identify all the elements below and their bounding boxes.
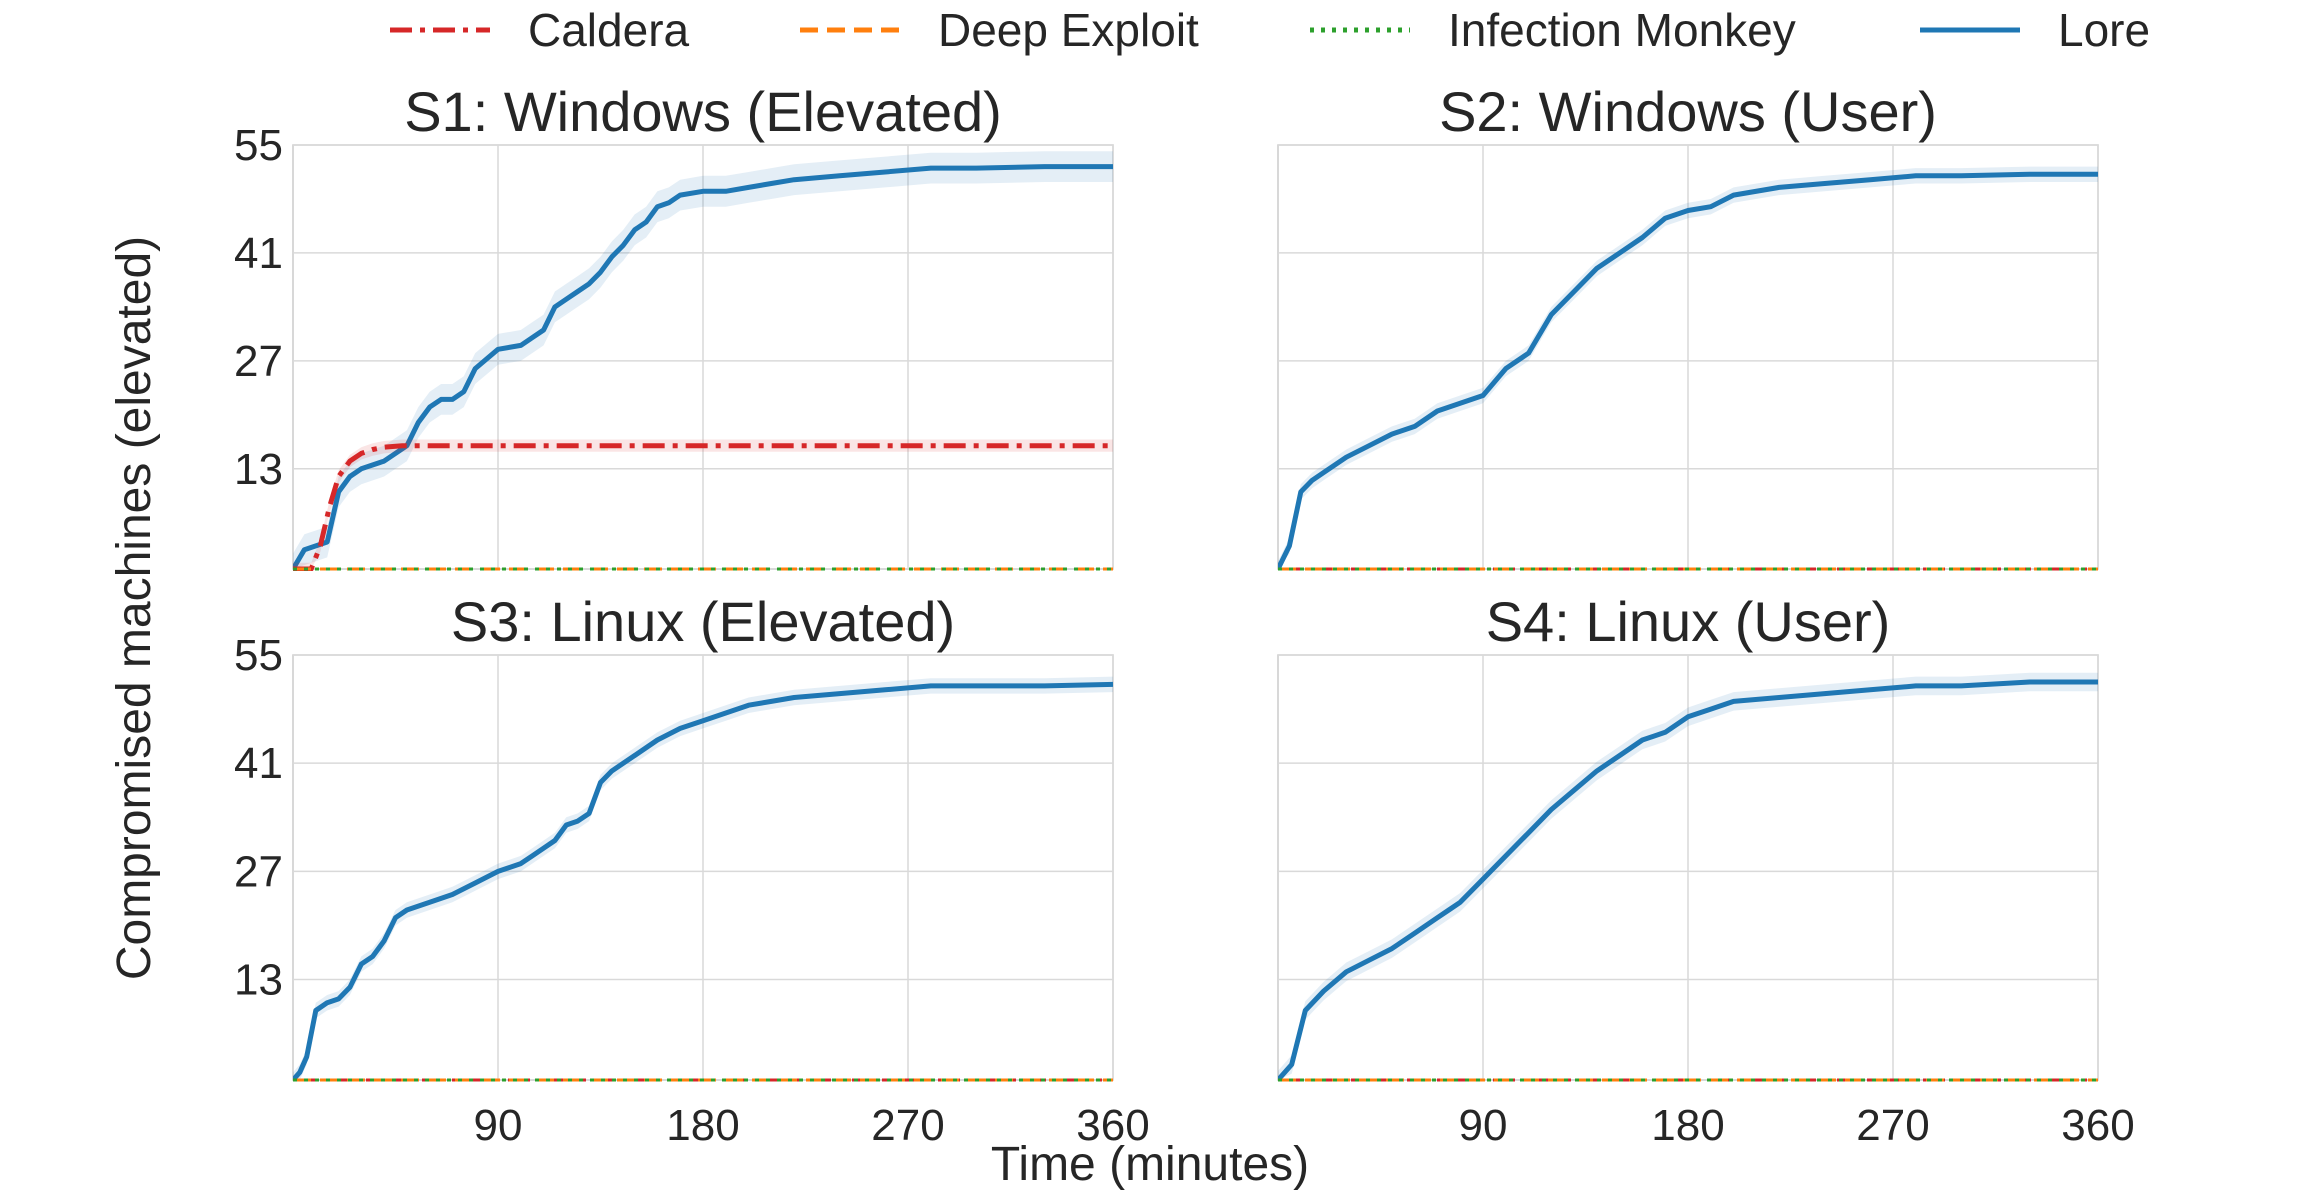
- y-tick-label: 27: [234, 847, 283, 896]
- series-group: [1278, 166, 2098, 571]
- legend-entry-caldera: Caldera: [390, 4, 690, 56]
- x-tick-label: 360: [1076, 1101, 1149, 1150]
- panel-4: S4: Linux (User) 90 180 270 360: [1277, 590, 2135, 1150]
- y-tick-label: 41: [234, 739, 283, 788]
- series-group: [1278, 672, 2098, 1082]
- x-tick-label: 90: [474, 1101, 523, 1150]
- band-caldera: [293, 439, 1113, 569]
- y-tick-label: 13: [234, 445, 283, 494]
- panels: S1: Windows (Elevated) 13 27 41 55 S2: Window…: [234, 80, 2135, 1150]
- x-tick-label: 270: [1856, 1101, 1929, 1150]
- legend-label-deep-exploit: Deep Exploit: [938, 4, 1199, 56]
- panel-title: S3: Linux (Elevated): [451, 590, 955, 653]
- legend-entry-deep-exploit: Deep Exploit: [800, 4, 1199, 56]
- series-group: [293, 151, 1113, 571]
- x-axis-label: Time (minutes): [991, 1138, 1309, 1191]
- x-tick-label: 360: [2061, 1101, 2134, 1150]
- series-line-lore: [293, 164, 1113, 571]
- legend-entry-infection-monkey: Infection Monkey: [1310, 4, 1796, 56]
- series-line-lore: [293, 681, 1113, 1082]
- panel-title: S4: Linux (User): [1486, 590, 1891, 653]
- legend-label-infection-monkey: Infection Monkey: [1448, 4, 1796, 56]
- x-tick-label: 90: [1459, 1101, 1508, 1150]
- x-tick-label: 180: [666, 1101, 739, 1150]
- y-tick-label: 55: [234, 631, 283, 680]
- legend-entry-lore: Lore: [1920, 4, 2150, 56]
- y-axis-label: Compromised machines (elevated): [108, 236, 161, 980]
- panel-title: S2: Windows (User): [1439, 80, 1937, 143]
- series-line-lore: [1278, 679, 2098, 1082]
- y-tick-label: 55: [234, 121, 283, 170]
- y-tick-label: 41: [234, 229, 283, 278]
- panel-1: S1: Windows (Elevated) 13 27 41 55: [234, 80, 1114, 571]
- x-tick-label: 270: [871, 1101, 944, 1150]
- panel-3: S3: Linux (Elevated) 13 27 41 55 90 180 270 360: [234, 590, 1150, 1150]
- legend-label-lore: Lore: [2058, 4, 2150, 56]
- series-line-caldera: [293, 443, 1113, 571]
- x-tick-label: 180: [1651, 1101, 1724, 1150]
- series-line-lore: [1278, 171, 2098, 571]
- y-tick-label: 13: [234, 956, 283, 1005]
- legend: Caldera Deep Exploit Infection Monkey Lore: [390, 4, 2150, 56]
- legend-label-caldera: Caldera: [528, 4, 690, 56]
- panel-title: S1: Windows (Elevated): [404, 80, 1002, 143]
- y-tick-label: 27: [234, 337, 283, 386]
- series-group: [293, 676, 1113, 1082]
- panel-2: S2: Windows (User): [1277, 80, 2099, 571]
